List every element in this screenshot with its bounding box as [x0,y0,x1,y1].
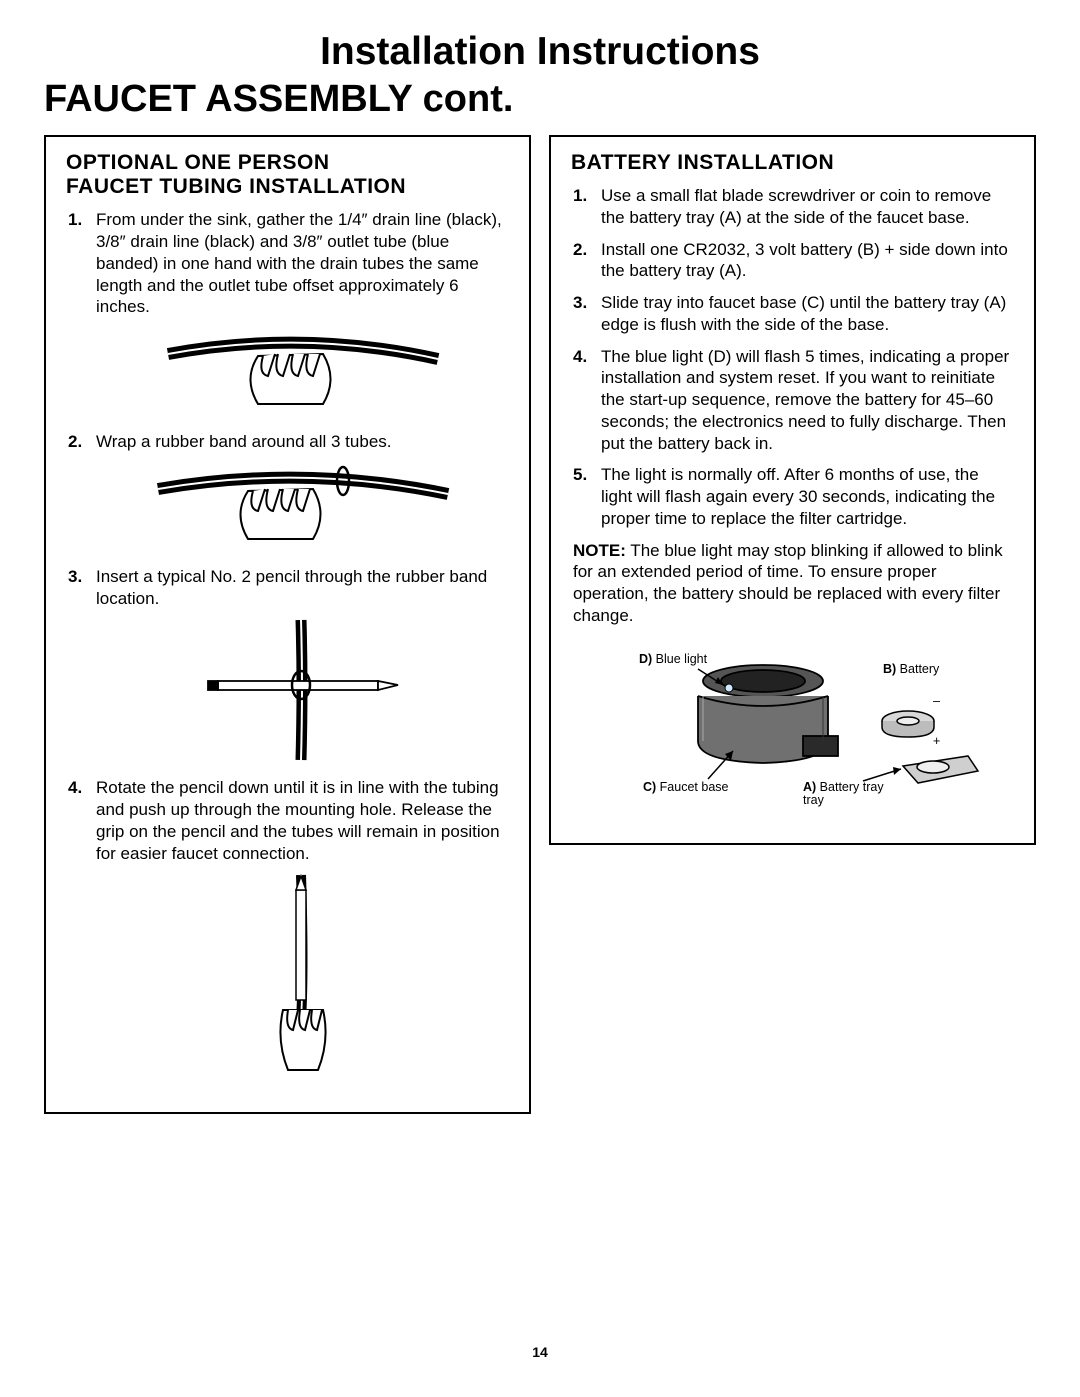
pencil-through-band-illustration [193,615,413,765]
left-steps-list: From under the sink, gather the 1/4″ dra… [66,209,509,1080]
document-title: Installation Instructions [44,30,1036,74]
a-label: A) Battery tray [803,780,884,794]
right-step-1: Use a small flat blade screwdriver or co… [571,185,1014,229]
left-title-line2: FAUCET TUBING INSTALLATION [66,175,406,198]
page-number: 14 [44,1344,1036,1360]
hand-push-up-illustration [258,870,348,1080]
step-text: The light is normally off. After 6 month… [601,465,995,528]
right-step-5: The light is normally off. After 6 month… [571,464,1014,529]
b-label: B) Battery [883,662,940,676]
step-text: Rotate the pencil down until it is in li… [96,778,500,862]
right-box-title: BATTERY INSTALLATION [571,151,1014,175]
left-column: OPTIONAL ONE PERSON FAUCET TUBING INSTAL… [44,135,531,1114]
plus-symbol: + [933,734,940,748]
right-column: BATTERY INSTALLATION Use a small flat bl… [549,135,1036,845]
note-text: The blue light may stop blinking if allo… [573,541,1003,625]
step-text: Use a small flat blade screwdriver or co… [601,186,991,227]
left-box: OPTIONAL ONE PERSON FAUCET TUBING INSTAL… [44,135,531,1114]
right-step-2: Install one CR2032, 3 volt battery (B) +… [571,239,1014,283]
note-label: NOTE: [573,541,626,560]
step-text: Insert a typical No. 2 pencil through th… [96,567,487,608]
two-column-layout: OPTIONAL ONE PERSON FAUCET TUBING INSTAL… [44,135,1036,1114]
left-step-1: From under the sink, gather the 1/4″ dra… [66,209,509,419]
left-title-line1: OPTIONAL ONE PERSON [66,151,329,174]
hand-tubes-illustration-1 [163,324,443,419]
left-step-4: Rotate the pencil down until it is in li… [66,777,509,1080]
hand-tubes-rubber-band-illustration [153,459,453,554]
right-step-4: The blue light (D) will flash 5 times, i… [571,346,1014,455]
right-note: NOTE: The blue light may stop blinking i… [571,540,1014,627]
step-text: Wrap a rubber band around all 3 tubes. [96,432,392,451]
right-steps-list: Use a small flat blade screwdriver or co… [571,185,1014,530]
step-text: The blue light (D) will flash 5 times, i… [601,347,1009,453]
step-text: Slide tray into faucet base (C) until th… [601,293,1006,334]
left-step-2: Wrap a rubber band around all 3 tubes. [66,431,509,554]
section-title: FAUCET ASSEMBLY cont. [44,78,1036,121]
c-label: C) Faucet base [643,780,729,794]
right-box: BATTERY INSTALLATION Use a small flat bl… [549,135,1036,845]
a-label-line2: tray [803,793,825,807]
minus-symbol: – [933,694,940,708]
left-step-3: Insert a typical No. 2 pencil through th… [66,566,509,766]
d-label: D) Blue light [639,652,708,666]
step-text: Install one CR2032, 3 volt battery (B) +… [601,240,1008,281]
step-text: From under the sink, gather the 1/4″ dra… [96,210,502,316]
left-box-title: OPTIONAL ONE PERSON FAUCET TUBING INSTAL… [66,151,509,199]
faucet-base-battery-diagram: – + D) Blue light B) Battery C) Faucet b… [603,641,983,811]
right-step-3: Slide tray into faucet base (C) until th… [571,292,1014,336]
